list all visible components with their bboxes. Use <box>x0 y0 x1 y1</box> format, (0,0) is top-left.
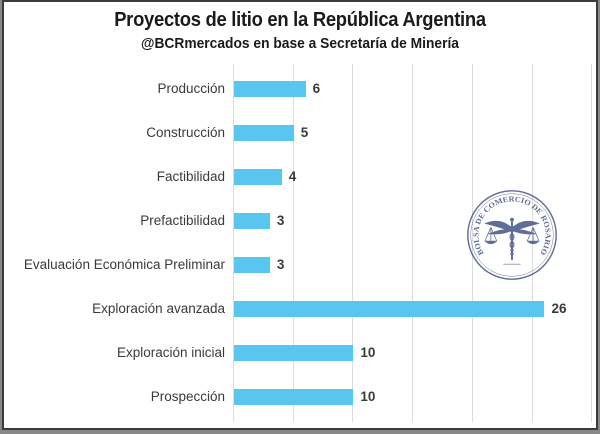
value-label: 3 <box>276 257 285 272</box>
bar-row: Evaluación Económica Preliminar 3 <box>4 243 596 287</box>
value-label: 10 <box>360 389 376 404</box>
bar <box>234 301 545 317</box>
value-label: 4 <box>288 169 297 184</box>
caduceus-and-scales-emblem <box>484 217 540 265</box>
value-label: 3 <box>276 213 285 228</box>
bar <box>234 169 282 185</box>
category-label: Construcción <box>146 125 225 140</box>
category-label: Producción <box>157 81 225 96</box>
seal-inner-ring <box>470 193 554 277</box>
bar <box>234 213 270 229</box>
bar <box>234 389 354 405</box>
bar-row: Prefactibilidad 3 <box>4 199 596 243</box>
category-label: Evaluación Económica Preliminar <box>23 257 225 272</box>
bar-row: Factibilidad 4 <box>4 155 596 199</box>
gridline-x-5 <box>292 64 294 422</box>
bolsa-comercio-rosario-seal: BOLSA DE COMERCIO DE ROSARIO <box>467 190 557 280</box>
category-label: Prefactibilidad <box>140 213 225 228</box>
gridline-x-15 <box>412 64 414 422</box>
category-label: Prospección <box>150 389 225 404</box>
value-label: 6 <box>312 81 321 96</box>
gridline-x-30 <box>591 64 593 422</box>
value-label: 10 <box>360 345 376 360</box>
value-label: 5 <box>300 125 309 140</box>
gridline-x-10 <box>352 64 354 422</box>
gridline-x-0 <box>233 64 234 422</box>
chart-title: Proyectos de litio en la República Argen… <box>114 9 486 31</box>
bar-row: Exploración inicial 10 <box>4 331 596 375</box>
bar <box>234 257 270 273</box>
bar <box>234 81 306 97</box>
value-label: 26 <box>551 301 567 316</box>
bar-row: Construcción 5 <box>4 111 596 155</box>
bar <box>234 345 354 361</box>
bar <box>234 125 294 141</box>
bar-row: Producción 6 <box>4 67 596 111</box>
category-label: Factibilidad <box>156 169 225 184</box>
chart-subtitle: @BCRmercados en base a Secretaría de Min… <box>141 35 459 52</box>
category-label: Exploración inicial <box>116 345 225 360</box>
bar-row: Exploración avanzada 26 <box>4 287 596 331</box>
gridline-x-20 <box>471 64 473 422</box>
seal-outer-ring <box>467 190 557 280</box>
category-label: Exploración avanzada <box>92 301 225 316</box>
bar-row: Prospección 10 <box>4 375 596 419</box>
